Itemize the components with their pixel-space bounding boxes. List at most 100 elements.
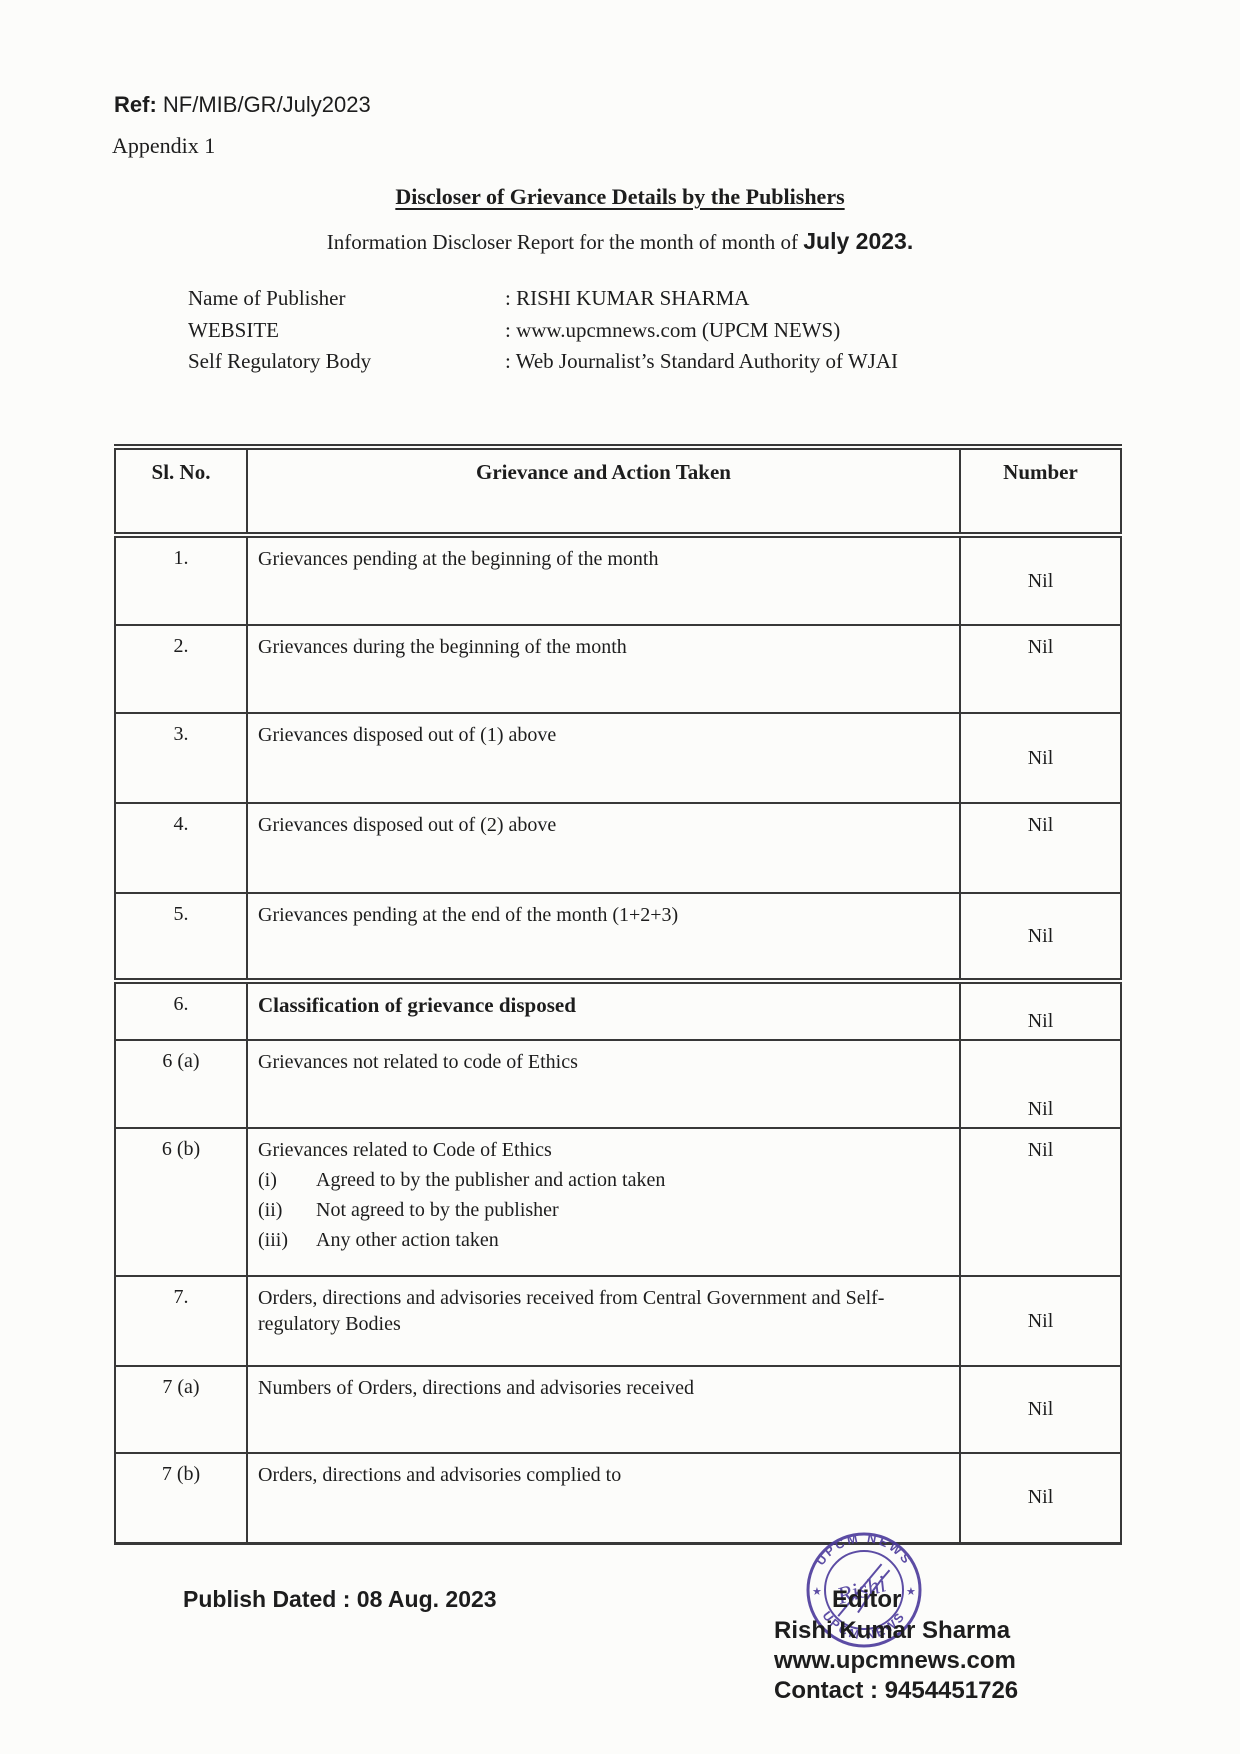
- sub-item-marker: (ii): [258, 1199, 283, 1221]
- sub-item-text: Not agreed to by the publisher: [316, 1199, 559, 1221]
- row-sl-no: 5.: [114, 892, 248, 984]
- report-subtitle: Information Discloser Report for the mon…: [0, 228, 1240, 255]
- signatory-website: www.upcmnews.com: [774, 1647, 1016, 1674]
- row-grievance: Grievances pending at the beginning of t…: [246, 534, 961, 626]
- table-row: 6 (b) Grievances related to Code of Ethic…: [114, 1127, 1122, 1277]
- grievance-sub-item: (iii) Any other action taken: [258, 1227, 949, 1253]
- regulatory-body-value: : Web Journalist’s Standard Authority of…: [505, 349, 899, 373]
- row-sl-no: 7 (b): [114, 1452, 248, 1544]
- table-row: 1. Grievances pending at the beginning of…: [114, 534, 1122, 626]
- regulatory-body-row: Self Regulatory Body : Web Journalist’s …: [188, 349, 898, 381]
- website-label: WEBSITE: [188, 317, 279, 342]
- publish-date-line: Publish Dated : 08 Aug. 2023: [183, 1586, 497, 1612]
- row-number: Nil: [959, 712, 1122, 804]
- row-sl-no: 1.: [114, 534, 248, 626]
- signature-flourish: [837, 1563, 891, 1617]
- designation-label: Editor: [832, 1586, 902, 1613]
- stamp-left-star-icon: ★: [812, 1586, 822, 1598]
- header-grievance: Grievance and Action Taken: [246, 446, 961, 538]
- header-sl-no: Sl. No.: [114, 446, 248, 538]
- header-number: Number: [959, 446, 1122, 538]
- grievance-sub-item: (ii) Not agreed to by the publisher: [258, 1197, 949, 1223]
- publisher-name-row: Name of Publisher : RISHI KUMAR SHARMA: [188, 286, 898, 318]
- row-grievance: Grievances pending at the end of the mon…: [246, 892, 961, 984]
- grievance-text: Grievances not related to code of Ethics: [258, 1051, 578, 1073]
- table-row: 6. Classification of grievance disposed Ni…: [114, 980, 1122, 1041]
- website-row: WEBSITE : www.upcmnews.com (UPCM NEWS): [188, 318, 898, 350]
- grievance-text: Classification of grievance disposed: [258, 993, 576, 1017]
- grievance-table-body: 1. Grievances pending at the beginning of…: [114, 534, 1122, 1544]
- row-sl-no: 6 (a): [114, 1039, 248, 1129]
- table-row: 4. Grievances disposed out of (2) above Ni…: [114, 802, 1122, 894]
- row-number: Nil: [959, 624, 1122, 714]
- grievance-text: Grievances during the beginning of the m…: [258, 636, 627, 658]
- reference-value: NF/MIB/GR/July2023: [162, 92, 371, 117]
- row-number: Nil: [959, 1365, 1122, 1454]
- grievance-text: Grievances related to Code of Ethics: [258, 1139, 552, 1161]
- row-grievance: Grievances disposed out of (1) above: [246, 712, 961, 804]
- signatory-contact: Contact : 9454451726: [774, 1677, 1019, 1704]
- row-grievance: Orders, directions and advisories compli…: [246, 1452, 961, 1544]
- table-row: 6 (a) Grievances not related to code of E…: [114, 1039, 1122, 1129]
- row-sl-no: 6.: [114, 980, 248, 1041]
- row-number: Nil: [959, 1452, 1122, 1544]
- sub-item-text: Agreed to by the publisher and action ta…: [316, 1169, 666, 1191]
- row-grievance: Grievances during the beginning of the m…: [246, 624, 961, 714]
- grievance-text: Grievances disposed out of (2) above: [258, 814, 557, 836]
- table-header-row: Sl. No. Grievance and Action Taken Numbe…: [114, 446, 1122, 538]
- reference-label: Ref:: [114, 92, 157, 117]
- table-row: 7. Orders, directions and advisories rece…: [114, 1275, 1122, 1367]
- stamp-outer-ring: [806, 1532, 922, 1648]
- grievance-text: Orders, directions and advisories compli…: [258, 1464, 622, 1486]
- appendix-label: Appendix 1: [112, 133, 216, 158]
- grievance-text: Grievances pending at the end of the mon…: [258, 904, 679, 926]
- sub-item-marker: (iii): [258, 1229, 288, 1251]
- report-month: July 2023.: [803, 228, 914, 254]
- website-value: : www.upcmnews.com (UPCM NEWS): [505, 317, 841, 342]
- reference-line: Ref: NF/MIB/GR/July2023: [114, 92, 371, 118]
- stamp-top-text: UPCM NEWS: [813, 1531, 914, 1568]
- row-grievance: Grievances related to Code of Ethics (i) A…: [246, 1127, 961, 1277]
- table-row: 7 (a) Numbers of Orders, directions and a…: [114, 1365, 1122, 1454]
- table-row: 5. Grievances pending at the end of the m…: [114, 892, 1122, 984]
- signatory-name: Rishi Kumar Sharma: [774, 1617, 1011, 1644]
- row-sl-no: 7 (a): [114, 1365, 248, 1454]
- grievance-sub-item: (i) Agreed to by the publisher and action…: [258, 1167, 949, 1193]
- row-grievance: Numbers of Orders, directions and adviso…: [246, 1365, 961, 1454]
- publisher-name-value: : RISHI KUMAR SHARMA: [505, 286, 750, 310]
- row-sl-no: 4.: [114, 802, 248, 894]
- row-number: Nil: [959, 1127, 1122, 1277]
- row-grievance: Grievances disposed out of (2) above: [246, 802, 961, 894]
- row-sl-no: 2.: [114, 624, 248, 714]
- signatory-block: Rishi Kumar Sharma www.upcmnews.com Cont…: [774, 1616, 1018, 1706]
- page-title: Discloser of Grievance Details by the Pu…: [395, 184, 845, 209]
- row-number: Nil: [959, 1039, 1122, 1129]
- row-number: Nil: [959, 534, 1122, 626]
- row-grievance: Classification of grievance disposed: [246, 980, 961, 1041]
- editor-stamp-seal: UPCM NEWS UPCM NEWS ★ ★ Rishi: [806, 1531, 922, 1648]
- grievance-text: Orders, directions and advisories receiv…: [258, 1287, 885, 1335]
- row-number: Nil: [959, 892, 1122, 984]
- row-number: Nil: [959, 1275, 1122, 1367]
- row-number: Nil: [959, 802, 1122, 894]
- publisher-name-label: Name of Publisher: [188, 286, 346, 310]
- grievance-text: Grievances pending at the beginning of t…: [258, 548, 659, 570]
- table-row: 3. Grievances disposed out of (1) above Ni…: [114, 712, 1122, 804]
- row-sl-no: 3.: [114, 712, 248, 804]
- row-sl-no: 6 (b): [114, 1127, 248, 1277]
- row-number: Nil: [959, 980, 1122, 1041]
- row-grievance: Orders, directions and advisories receiv…: [246, 1275, 961, 1367]
- table-row: 2. Grievances during the beginning of the…: [114, 624, 1122, 714]
- subtitle-text: Information Discloser Report for the mon…: [326, 230, 804, 254]
- regulatory-body-label: Self Regulatory Body: [188, 349, 372, 373]
- table-row: 7 (b) Orders, directions and advisories c…: [114, 1452, 1122, 1544]
- row-sl-no: 7.: [114, 1275, 248, 1367]
- stamp-inner-ring: [824, 1550, 904, 1630]
- publisher-info: Name of Publisher : RISHI KUMAR SHARMA W…: [188, 286, 898, 381]
- grievance-table: Sl. No. Grievance and Action Taken Numbe…: [114, 444, 1122, 1545]
- sub-item-text: Any other action taken: [316, 1229, 499, 1251]
- grievance-text: Numbers of Orders, directions and adviso…: [258, 1377, 694, 1399]
- sub-item-marker: (i): [258, 1169, 277, 1191]
- grievance-text: Grievances disposed out of (1) above: [258, 724, 557, 746]
